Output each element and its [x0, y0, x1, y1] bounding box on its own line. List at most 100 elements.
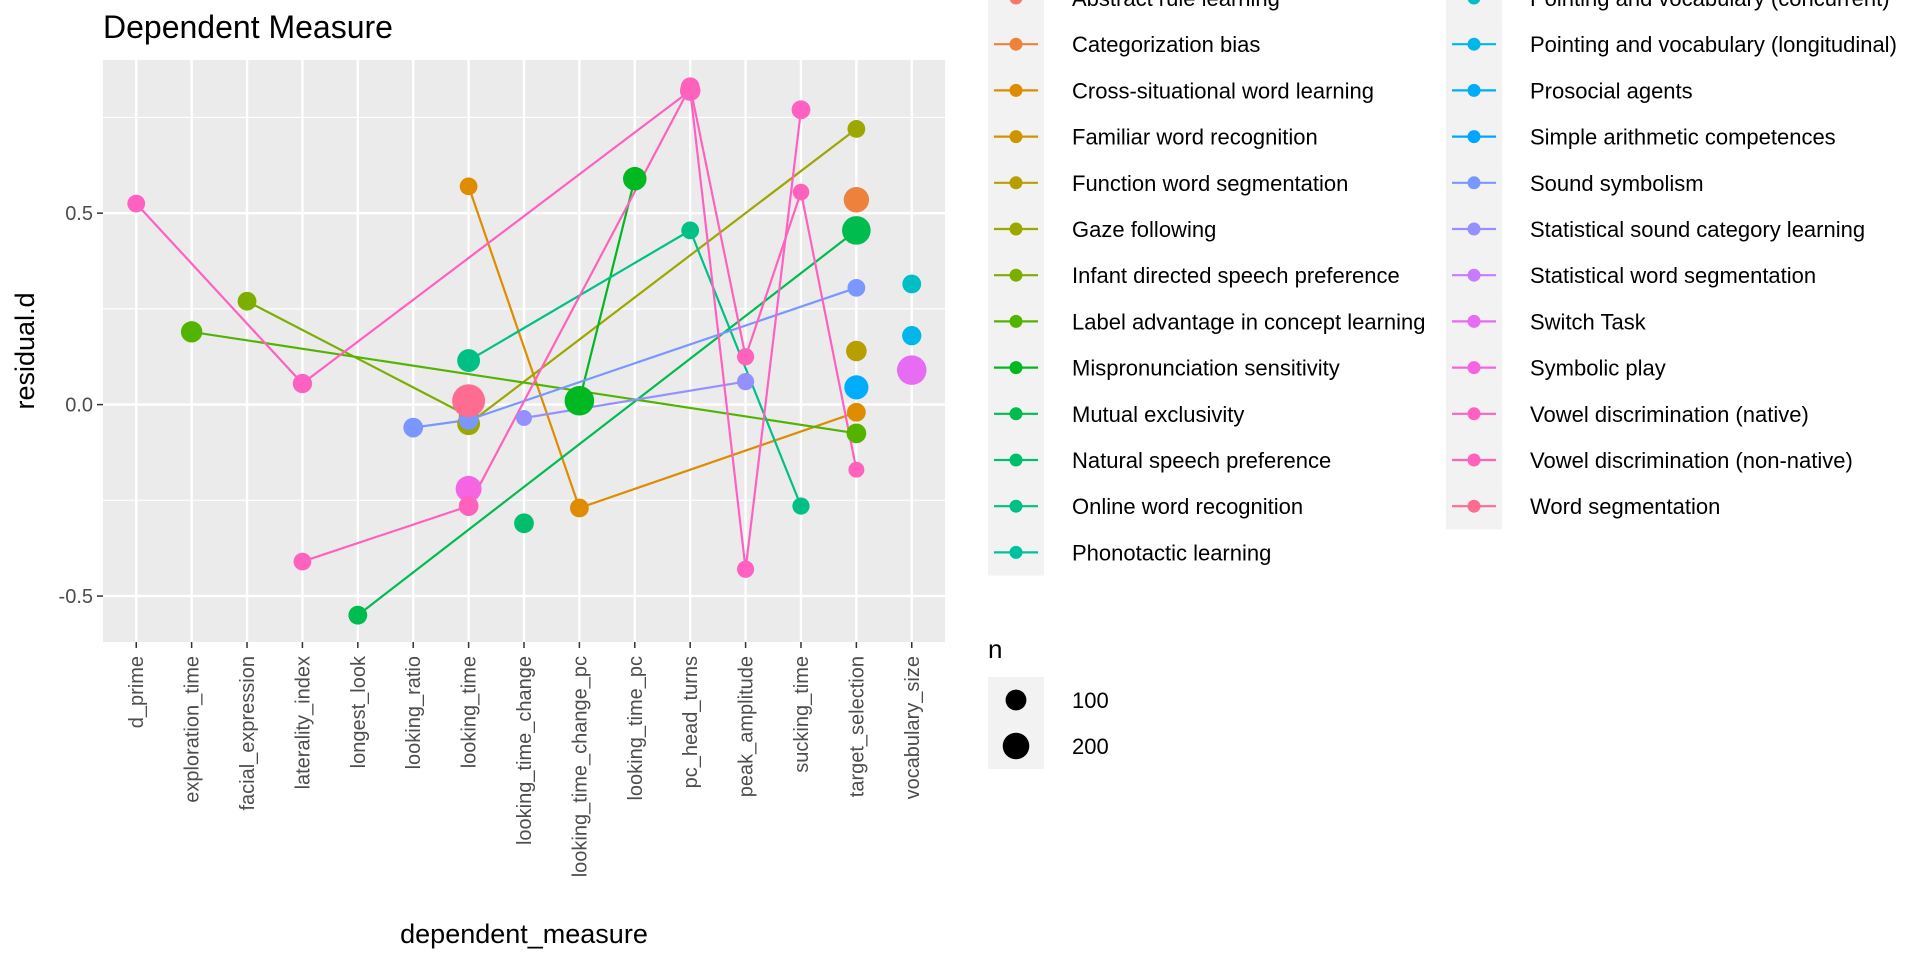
- legend-label: Phonotactic learning: [1072, 540, 1271, 565]
- y-axis: -0.5 0.0 0.5: [59, 203, 103, 608]
- data-point-online-word-recognition: [681, 221, 700, 240]
- legend-label: Pointing and vocabulary (concurrent): [1530, 0, 1890, 11]
- size-legend: n 100 200: [988, 634, 1109, 769]
- x-tick-label: vocabulary_size: [902, 656, 924, 799]
- series-line-mutual-exclusivity: [357, 229, 858, 617]
- legend-label: Statistical word segmentation: [1530, 263, 1816, 288]
- y-tick-label: 0.0: [65, 395, 93, 417]
- legend-key-point: [1467, 176, 1481, 190]
- legend-label: Abstract rule learning: [1072, 0, 1280, 11]
- data-point-symbolic-play: [455, 475, 482, 502]
- data-point-prosocial-agents: [844, 375, 869, 400]
- x-tick-label: looking_time_change_pc: [569, 656, 591, 877]
- x-tick-label: facial_expression: [237, 656, 259, 811]
- legend-label: Pointing and vocabulary (longitudinal): [1530, 32, 1897, 57]
- legend-key-point: [1467, 222, 1481, 236]
- legend-key-point: [1467, 499, 1481, 513]
- legend-label: Sound symbolism: [1530, 171, 1704, 196]
- data-point-gaze-following: [847, 120, 866, 138]
- x-tick-label: looking_time: [459, 656, 481, 768]
- size-legend-label: 100: [1072, 688, 1109, 713]
- size-legend-title: n: [988, 634, 1002, 664]
- y-tick-label: -0.5: [59, 586, 93, 608]
- x-tick-label: looking_ratio: [403, 656, 425, 769]
- x-tick-label: longest_look: [348, 655, 370, 768]
- data-point-vowel-discrimination-non-native: [458, 496, 479, 516]
- data-point-cross-situational-word-learning: [569, 498, 589, 518]
- legend-key-point: [1467, 83, 1481, 97]
- data-point-vowel-discrimination-non-native: [848, 461, 865, 478]
- legend-key-point: [1009, 361, 1023, 375]
- legend-key-point: [1009, 176, 1023, 190]
- legend-label: Cross-situational word learning: [1072, 78, 1374, 103]
- legend-key-point: [1467, 268, 1481, 282]
- y-tick-label: 0.5: [65, 203, 93, 225]
- legend-key-point: [1467, 407, 1481, 421]
- data-point-infant-directed-speech-preference: [237, 291, 257, 311]
- series-line-label-advantage-in-concept-learning: [191, 330, 857, 435]
- data-point-label-advantage-in-concept-learning: [846, 423, 867, 444]
- data-point-mispronunciation-sensitivity: [623, 166, 647, 191]
- legend-key-point: [1009, 314, 1023, 328]
- legend-label: Prosocial agents: [1530, 78, 1693, 103]
- legend-key-point: [1009, 407, 1023, 421]
- legend-key-point: [1009, 83, 1023, 97]
- data-point-sound-symbolism: [403, 417, 424, 438]
- legend-key-point: [1467, 130, 1481, 144]
- legend-key-point: [1009, 499, 1023, 513]
- legend-key-point: [1009, 268, 1023, 282]
- data-point-function-word-segmentation: [846, 340, 867, 362]
- x-axis-label: dependent_measure: [400, 919, 648, 949]
- data-point-vowel-discrimination-non-native: [736, 348, 755, 366]
- legend-key-point: [1009, 545, 1023, 559]
- legend-label: Word segmentation: [1530, 494, 1720, 519]
- x-tick-label: peak_amplitude: [736, 656, 758, 797]
- legend-key-point: [1467, 37, 1481, 51]
- series-line-mispronunciation-sensitivity: [578, 178, 636, 402]
- data-point-pointing-and-vocabulary-longitudinal: [902, 326, 922, 346]
- color-legend: Abstract rule learning Categorization bia…: [988, 0, 1897, 576]
- legend-key-background: [1446, 0, 1502, 530]
- legend-label: Familiar word recognition: [1072, 125, 1318, 150]
- legend-label: Simple arithmetic competences: [1530, 125, 1836, 150]
- size-legend-dot: [1002, 732, 1030, 760]
- data-point-online-word-recognition: [792, 497, 810, 515]
- legend-label: Online word recognition: [1072, 494, 1303, 519]
- data-point-label-advantage-in-concept-learning: [180, 321, 203, 343]
- legend-key-point: [1467, 0, 1481, 5]
- legend-label: Statistical sound category learning: [1530, 217, 1865, 242]
- data-point-sound-symbolism: [847, 278, 866, 297]
- legend-label: Categorization bias: [1072, 32, 1260, 57]
- legend-key-point: [1467, 314, 1481, 328]
- series-line-statistical-sound-category-learning: [523, 380, 746, 420]
- legend-key-point: [1009, 0, 1023, 5]
- legend-key-point: [1009, 130, 1023, 144]
- legend-label: Function word segmentation: [1072, 171, 1348, 196]
- data-point-vowel-discrimination-non-native: [792, 183, 810, 201]
- series-line-infant-directed-speech-preference: [246, 300, 470, 418]
- x-tick-label: sucking_time: [791, 656, 813, 773]
- legend-key-point: [1009, 37, 1023, 51]
- x-axis: d_prime exploration_time facial_expression…: [126, 642, 924, 877]
- size-legend-label: 200: [1072, 734, 1109, 759]
- size-legend-dot: [1005, 689, 1027, 711]
- y-axis-label: residual.d: [10, 292, 40, 409]
- x-tick-label: looking_time_pc: [625, 656, 647, 801]
- data-point-vowel-discrimination-non-native: [680, 77, 700, 97]
- legend-label: Label advantage in concept learning: [1072, 309, 1426, 334]
- x-tick-label: target_selection: [846, 656, 868, 797]
- x-tick-label: laterality_index: [292, 656, 314, 789]
- legend-key-point: [1009, 222, 1023, 236]
- series-line-vowel-discrimination-non-native: [302, 83, 858, 563]
- x-tick-label: d_prime: [126, 656, 148, 728]
- data-point-statistical-sound-category-learning: [736, 373, 755, 391]
- data-point-statistical-sound-category-learning: [516, 410, 532, 426]
- legend-key-point: [1467, 453, 1481, 467]
- legend-label: Mispronunciation sensitivity: [1072, 356, 1340, 381]
- data-point-categorization-bias: [843, 187, 870, 213]
- data-point-word-segmentation: [452, 384, 486, 418]
- data-point-natural-speech-preference: [514, 513, 534, 534]
- x-tick-label: looking_time_change: [514, 656, 536, 845]
- legend-label: Symbolic play: [1530, 356, 1666, 381]
